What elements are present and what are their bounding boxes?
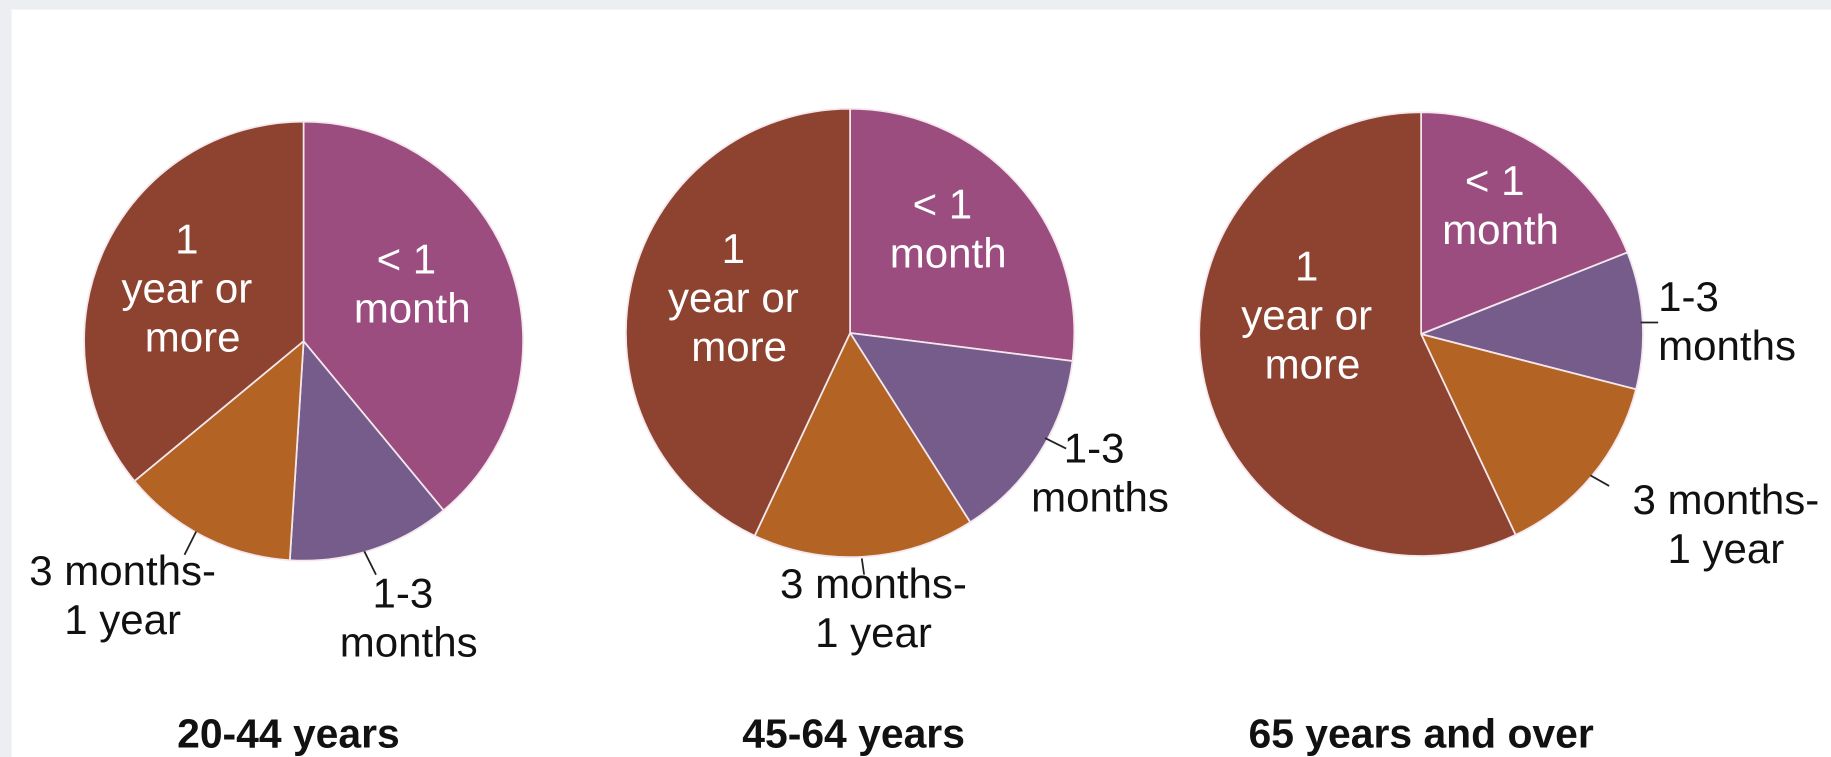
- slice-label: 1 year or more: [121, 216, 263, 361]
- pie-slice: [133, 339, 305, 562]
- pie-slice: [1198, 111, 1517, 557]
- slice-label: 1 year or more: [1241, 242, 1383, 387]
- leader-line: [1590, 474, 1610, 487]
- pie-slice: [753, 331, 972, 559]
- leader-line: [363, 550, 377, 576]
- slice-label: 1-3 months: [1031, 425, 1169, 521]
- slice-label: < 1 month: [1442, 157, 1559, 253]
- pie-title: 65 years and over: [1249, 711, 1594, 757]
- pie-slice: [288, 338, 445, 562]
- pie-slice: [625, 107, 851, 537]
- pie-slice: [1418, 251, 1644, 391]
- slice-label: < 1 month: [354, 235, 471, 331]
- pie-slice: [848, 331, 1074, 524]
- slice-label: 1-3 months: [1658, 273, 1796, 369]
- slice-label: 3 months-1 year: [780, 560, 967, 656]
- pie-title: 20-44 years: [177, 711, 400, 757]
- slice-label: 1 year or more: [668, 225, 810, 370]
- pie-slice: [302, 120, 525, 512]
- pie-title: 45-64 years: [742, 711, 965, 757]
- leader-line: [1044, 437, 1067, 450]
- slice-label: 1-3 months: [340, 569, 478, 665]
- pie-slice: [849, 107, 1076, 363]
- slice-label: 3 months-1 year: [1632, 476, 1819, 572]
- leader-line: [860, 558, 865, 575]
- slice-label: 3 months-1 year: [29, 547, 216, 643]
- leader-line: [183, 531, 197, 556]
- slice-label: < 1 month: [890, 181, 1007, 277]
- pie-slice: [83, 120, 305, 483]
- pie-slice: [1420, 111, 1629, 336]
